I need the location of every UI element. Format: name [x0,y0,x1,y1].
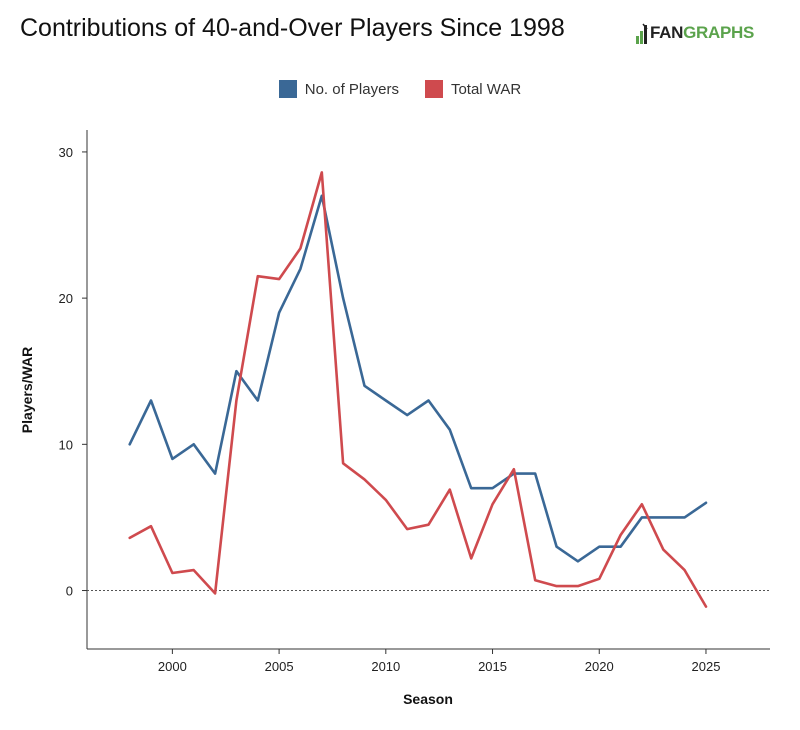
y-tick-label: 30 [59,145,73,160]
chart-axes [86,130,770,650]
y-tick-label: 0 [66,584,73,599]
x-tick-label: 2000 [158,659,187,674]
legend-item-players: No. of Players [278,80,399,98]
logo-text-graphs: GRAPHS [683,23,755,42]
logo-text-fan: FAN [650,23,684,42]
y-axis-title: Players/WAR [19,347,35,433]
x-tick-label: 2025 [692,659,721,674]
x-tick-label: 2020 [585,659,614,674]
chart-series [128,171,708,608]
x-tick-label: 2010 [371,659,400,674]
legend-swatch-war [424,80,443,98]
legend-item-war: Total WAR [424,80,522,98]
players-series-line [128,194,708,563]
x-axis-title: Season [403,691,453,707]
legend-label-war: Total WAR [450,80,522,98]
batter-icon [636,23,648,44]
y-tick-label: 20 [59,291,73,306]
fangraphs-logo: FAN GRAPHS [636,20,754,46]
legend-label-players: No. of Players [304,80,399,98]
x-tick-label: 2015 [478,659,507,674]
chart-ticks: 0 10 20 30 2000 2005 2010 2015 2020 2025 [59,145,721,674]
chart-title: Contributions of 40-and-Over Players Sin… [20,14,565,42]
y-tick-label: 10 [59,437,73,452]
legend-swatch-players [278,80,297,98]
chart-legend: No. of Players Total WAR [0,80,800,98]
x-tick-label: 2005 [265,659,294,674]
war-series-line [128,171,708,608]
